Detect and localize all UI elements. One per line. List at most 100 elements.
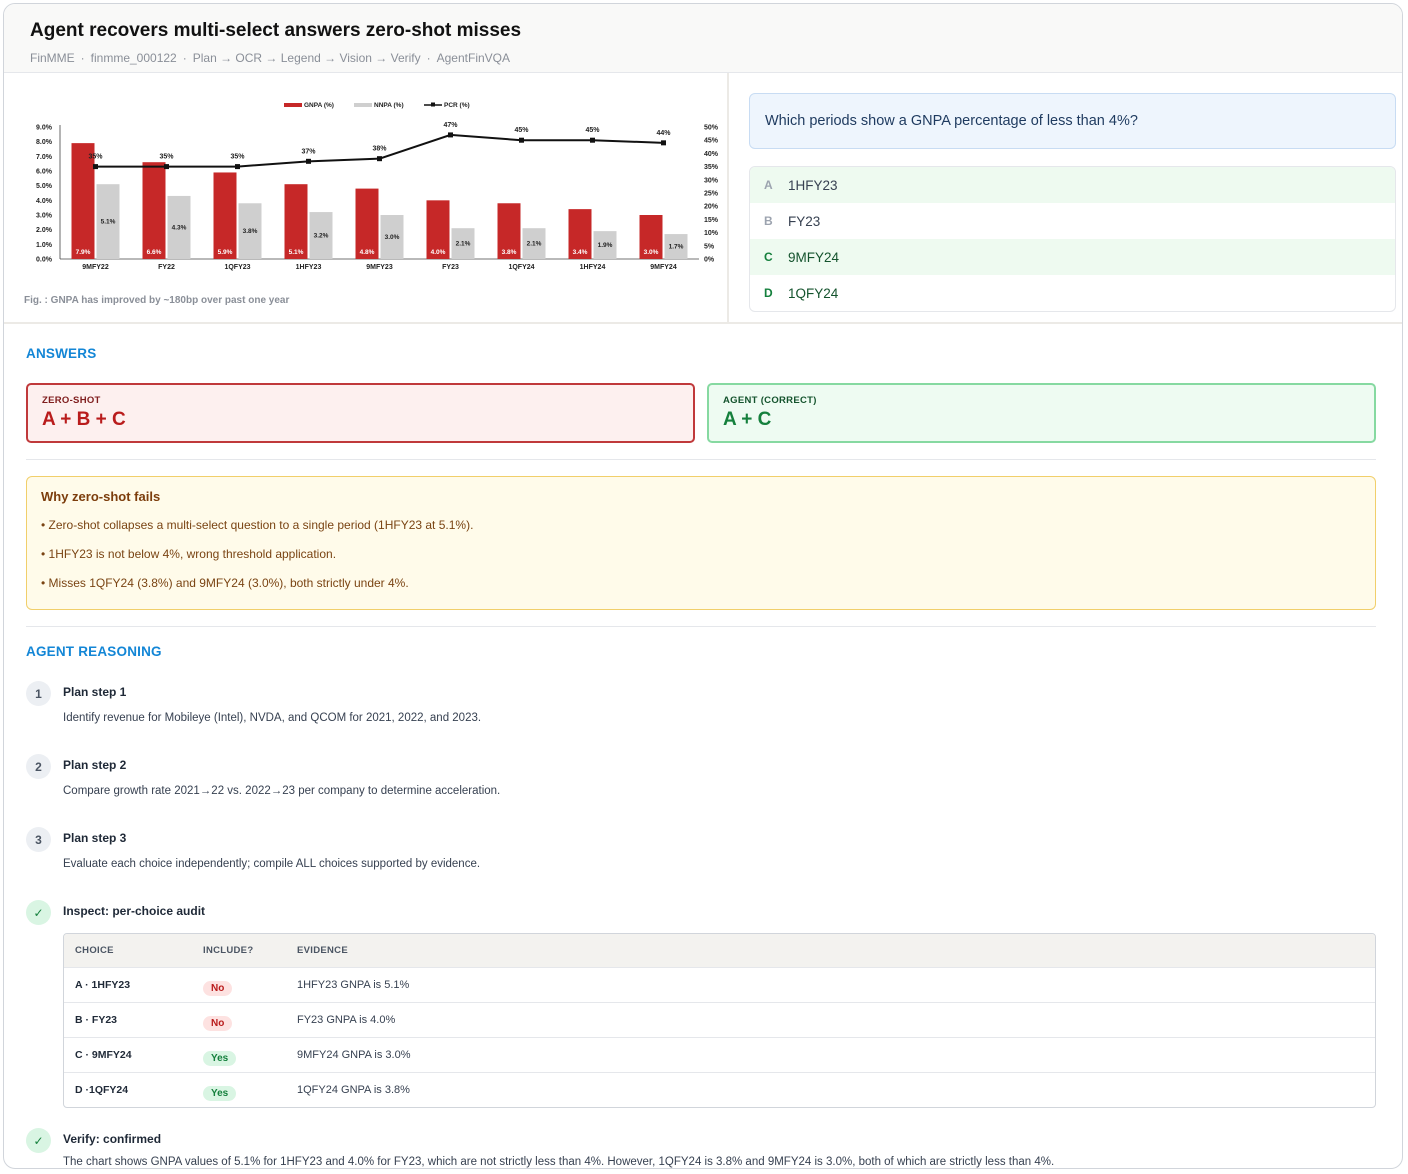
question-box: Which periods show a GNPA percentage of …: [749, 93, 1396, 149]
y-tick-label-right: 15%: [704, 217, 719, 224]
pcr-data-label: 38%: [372, 146, 387, 153]
nnpa-data-label: 3.8%: [243, 228, 258, 235]
reasoning-heading: AGENT REASONING: [26, 644, 162, 659]
nnpa-data-label: 4.3%: [172, 224, 187, 231]
nnpa-bar: [167, 195, 191, 259]
choice-cell: B · FY23: [64, 1001, 192, 1037]
choice-cell: A · 1HFY23: [64, 966, 192, 1002]
y-tick-label-right: 30%: [704, 177, 719, 184]
gnpa-data-label: 6.6%: [147, 249, 162, 256]
y-tick-label-right: 5%: [704, 243, 715, 250]
y-tick-label-left: 5.0%: [36, 183, 53, 190]
y-tick-label-right: 20%: [704, 204, 719, 211]
y-tick-label-left: 4.0%: [36, 198, 53, 205]
nnpa-data-label: 3.2%: [314, 233, 329, 240]
step-title: Inspect: per-choice audit: [63, 904, 206, 918]
choice-c[interactable]: C 9MFY24: [750, 239, 1395, 275]
audit-table: CHOICE INCLUDE? EVIDENCE A · 1HFY23 No 1…: [64, 934, 1375, 1107]
choice-a[interactable]: A 1HFY23: [750, 167, 1395, 203]
y-tick-label-left: 3.0%: [36, 213, 53, 220]
gnpa-bar: [213, 172, 237, 259]
page-header: Agent recovers multi-select answers zero…: [4, 4, 1402, 73]
nnpa-data-label: 3.0%: [385, 234, 400, 241]
pcr-point: [590, 137, 595, 143]
legend-marker: [431, 102, 435, 107]
gnpa-data-label: 3.8%: [502, 249, 517, 256]
breadcrumb-separator: ·: [182, 51, 187, 65]
choice-letter: B: [764, 214, 773, 228]
nnpa-data-label: 2.1%: [527, 241, 542, 248]
gnpa-data-label: 3.0%: [644, 249, 659, 256]
x-tick-label: FY23: [442, 264, 459, 271]
why-fails-bullet: • Misses 1QFY24 (3.8%) and 9MFY24 (3.0%)…: [41, 576, 409, 590]
choice-label: FY23: [788, 213, 821, 229]
pcr-point: [519, 137, 524, 143]
pcr-data-label: 35%: [159, 154, 174, 161]
column-header: EVIDENCE: [286, 934, 1375, 967]
choice-cell: D ·1QFY24: [64, 1071, 192, 1107]
choice-d[interactable]: D 1QFY24: [750, 275, 1395, 311]
nnpa-bar: [380, 215, 404, 259]
y-tick-label-left: 6.0%: [36, 169, 53, 176]
x-tick-label: 1HFY23: [296, 264, 322, 271]
breadcrumb: FinMME · finmme_000122 · Plan → OCR → Le…: [30, 51, 1402, 65]
table-row: A · 1HFY23 No 1HFY23 GNPA is 5.1%: [64, 966, 1375, 1002]
nnpa-data-label: 1.7%: [669, 244, 684, 251]
choice-label: 1HFY23: [788, 177, 838, 193]
check-icon: ✓: [26, 900, 51, 925]
include-cell: No: [192, 966, 286, 1002]
pcr-point: [306, 158, 311, 164]
nnpa-data-label: 5.1%: [101, 219, 116, 226]
y-tick-label-right: 10%: [704, 230, 719, 237]
choice-list: A 1HFY23 B FY23 C 9MFY24 D 1QFY24: [749, 166, 1396, 312]
verify-step: ✓ Verify: confirmed The chart shows GNPA…: [26, 1128, 1376, 1168]
agent-value: A + C: [723, 409, 772, 430]
agent-label: AGENT (CORRECT): [723, 395, 817, 406]
column-header: INCLUDE?: [192, 934, 286, 967]
table-row: C · 9MFY24 Yes 9MFY24 GNPA is 3.0%: [64, 1036, 1375, 1072]
y-tick-label-right: 0%: [704, 257, 715, 264]
y-tick-label-right: 35%: [704, 164, 719, 171]
gnpa-data-label: 4.0%: [431, 249, 446, 256]
agent-answer-card: AGENT (CORRECT) A + C: [707, 383, 1376, 443]
gnpa-bar: [497, 203, 521, 259]
gnpa-data-label: 3.4%: [573, 249, 588, 256]
pcr-data-label: 35%: [230, 154, 245, 161]
pcr-point: [93, 164, 98, 170]
check-icon: ✓: [26, 1128, 51, 1153]
app-window: Agent recovers multi-select answers zero…: [3, 3, 1403, 1169]
choice-b[interactable]: B FY23: [750, 203, 1395, 239]
zero-shot-value: A + B + C: [42, 409, 126, 430]
step-title: Plan step 2: [63, 758, 127, 772]
gnpa-bar: [284, 184, 308, 259]
gnpa-bar: [142, 162, 166, 259]
include-badge: Yes: [203, 1086, 237, 1102]
pcr-point: [235, 164, 240, 170]
include-badge: No: [203, 1016, 233, 1031]
nnpa-bar: [522, 228, 546, 259]
why-fails-bullet: • Zero-shot collapses a multi-select que…: [41, 518, 474, 532]
gnpa-bar: [71, 143, 95, 259]
legend-label: NNPA (%): [374, 102, 404, 109]
table-row: D ·1QFY24 Yes 1QFY24 GNPA is 3.8%: [64, 1071, 1375, 1107]
question-pane: Which periods show a GNPA percentage of …: [729, 73, 1402, 322]
legend-label: PCR (%): [444, 102, 470, 109]
choice-letter: C: [764, 250, 773, 264]
include-cell: Yes: [192, 1036, 286, 1072]
evidence-cell: FY23 GNPA is 4.0%: [286, 1001, 1375, 1037]
column-header: CHOICE: [64, 934, 192, 967]
x-tick-label: FY22: [158, 264, 175, 271]
question-text: Which periods show a GNPA percentage of …: [765, 113, 1138, 129]
gnpa-data-label: 4.8%: [360, 249, 375, 256]
breadcrumb-dataset: FinMME: [30, 51, 75, 65]
include-badge: Yes: [203, 1051, 237, 1066]
x-tick-label: 9MFY24: [650, 264, 677, 271]
nnpa-data-label: 2.1%: [456, 241, 471, 248]
inspect-step: ✓ Inspect: per-choice audit CHOICE INCLU…: [26, 900, 1376, 1108]
pcr-data-label: 45%: [585, 127, 600, 134]
gnpa-data-label: 7.9%: [76, 249, 91, 256]
pcr-point: [661, 140, 666, 146]
why-fails-box: Why zero-shot fails • Zero-shot collapse…: [26, 476, 1376, 610]
gnpa-data-label: 5.9%: [218, 249, 233, 256]
x-tick-label: 1QFY23: [224, 264, 250, 271]
